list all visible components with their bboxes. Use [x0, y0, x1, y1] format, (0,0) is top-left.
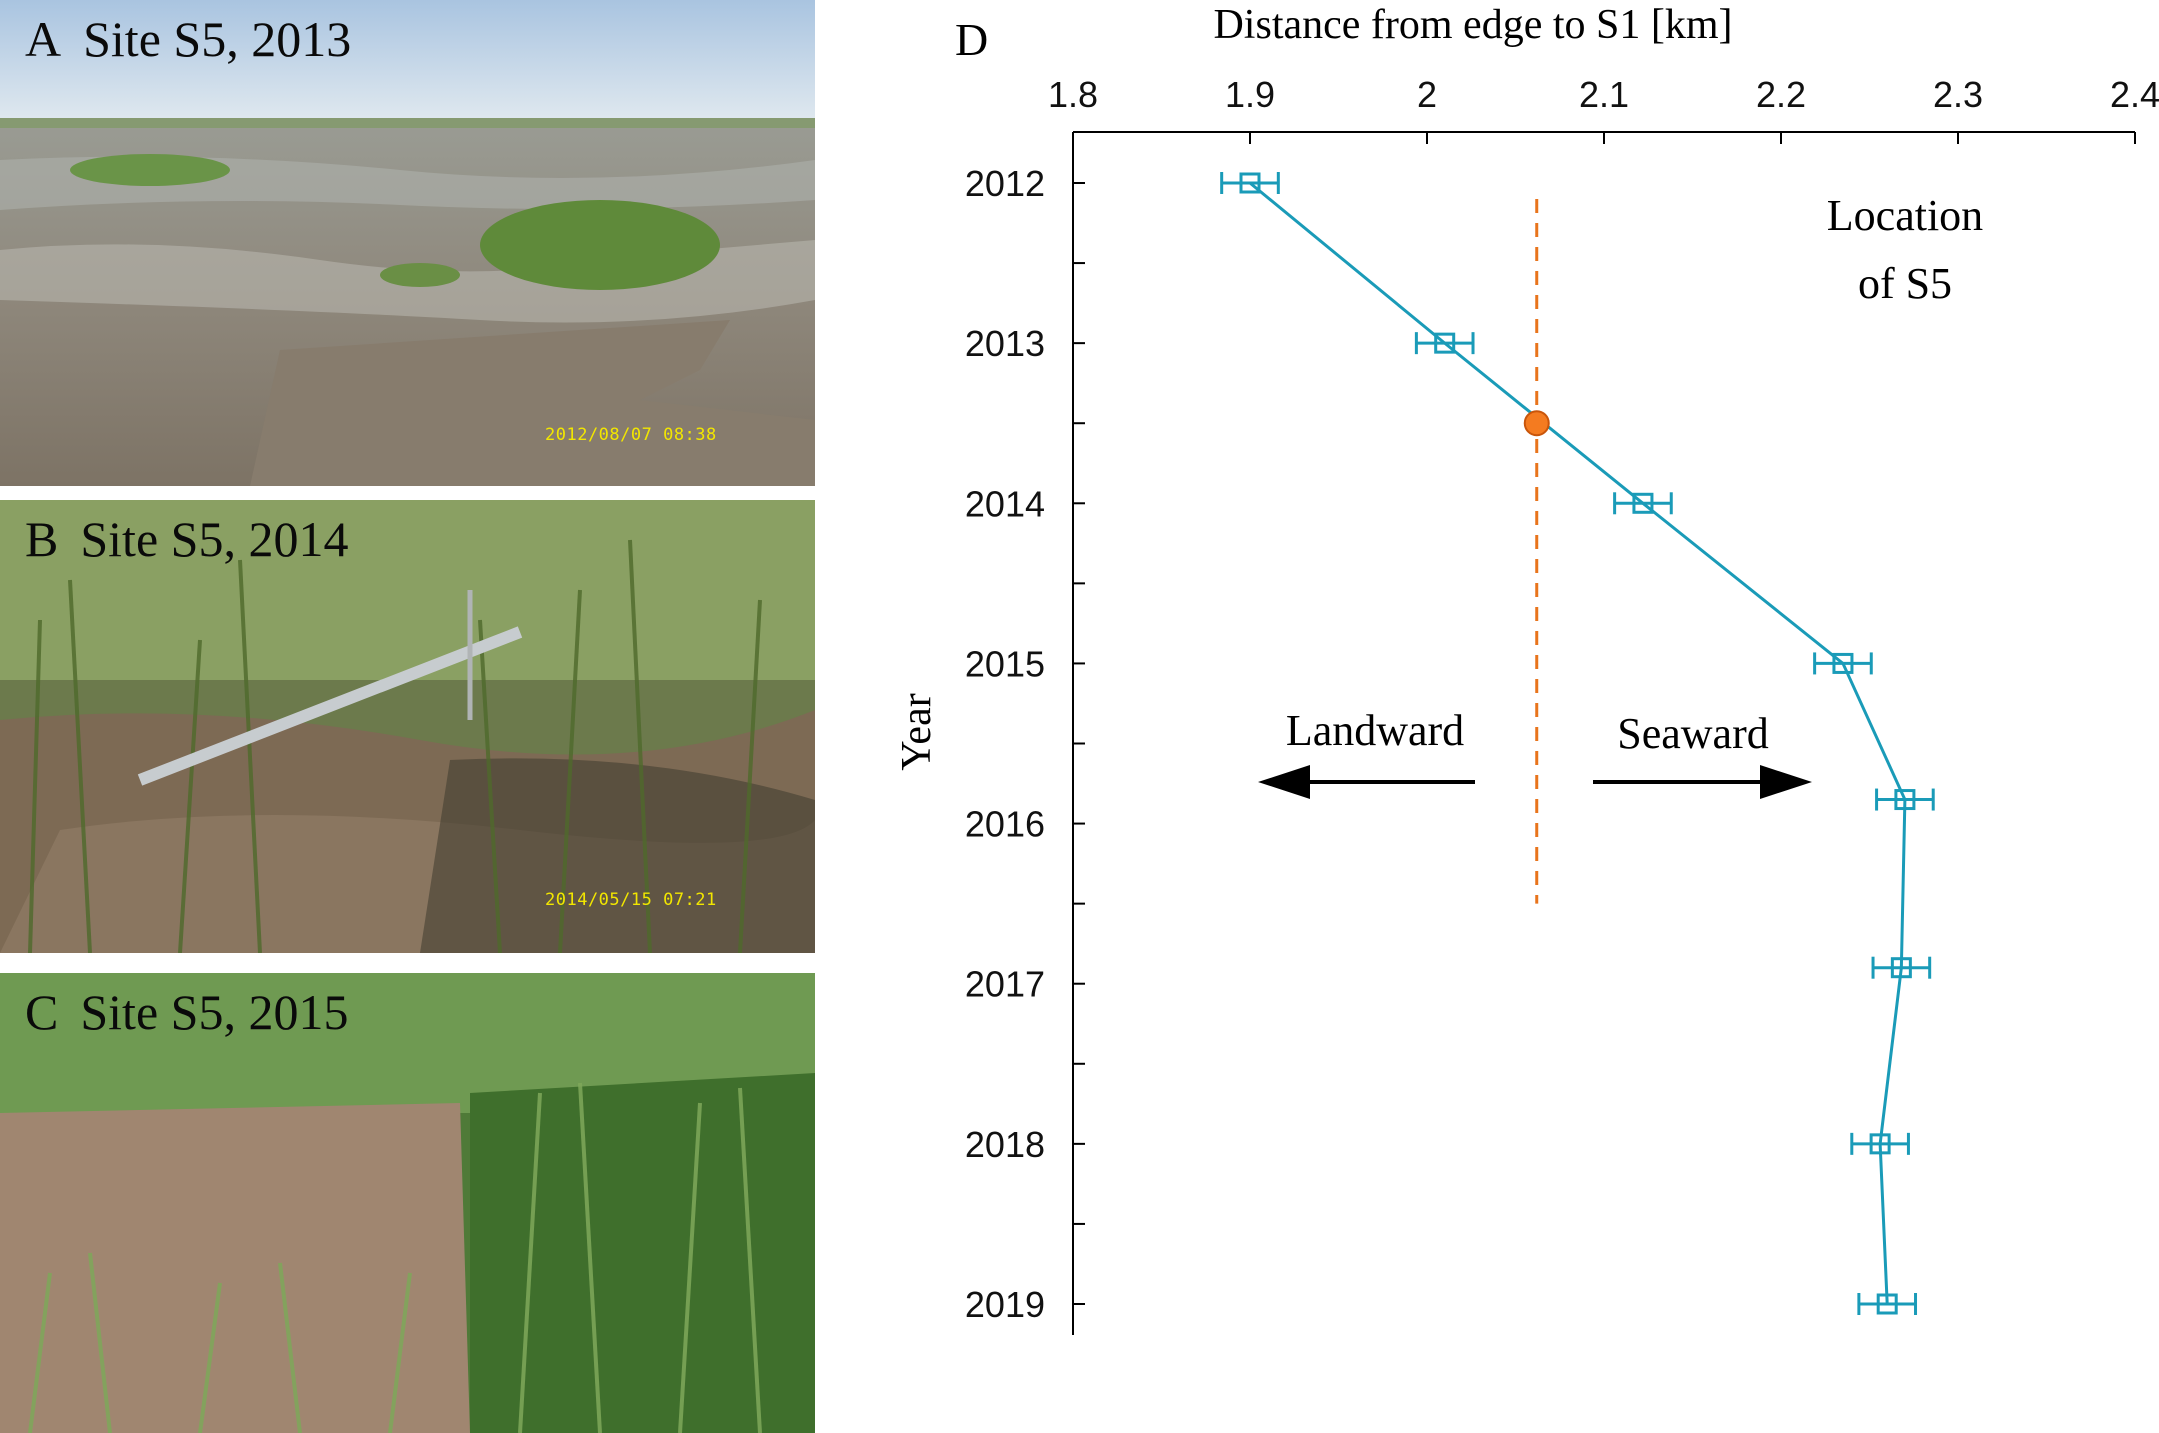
panel-b-label: B Site S5, 2014	[25, 510, 348, 568]
x-tick-label: 2.4	[2110, 74, 2159, 115]
panel-letter: C	[25, 984, 59, 1040]
y-tick-label: 2013	[965, 323, 1045, 364]
y-tick-label: 2017	[965, 964, 1045, 1005]
data-point	[1869, 1133, 1891, 1155]
panel-c-label: C Site S5, 2015	[25, 983, 348, 1041]
y-tick-label: 2012	[965, 163, 1045, 204]
y-tick-label: 2016	[965, 804, 1045, 845]
distance-chart: D Distance from edge to S1 [km] Year 1.8…	[894, 2, 2159, 1335]
panel-title: Site S5, 2014	[80, 511, 349, 567]
annotation-seaward: Seaward	[1617, 709, 1769, 758]
photo-panel-a: A Site S5, 2013 2012/08/07 08:38	[0, 0, 815, 486]
x-tick-label: 1.8	[1048, 74, 1098, 115]
photo-timestamp: 2014/05/15 07:21	[545, 890, 717, 910]
data-point	[1894, 789, 1916, 811]
series-line	[1249, 181, 1907, 1305]
mudflat-photo	[0, 0, 815, 486]
panel-letter: B	[25, 511, 59, 567]
annotation-location: Location	[1827, 191, 1983, 240]
panel-a-label: A Site S5, 2013	[25, 10, 351, 68]
panel-title: Site S5, 2013	[83, 11, 352, 67]
data-point	[1876, 1293, 1898, 1315]
annotation-landward: Landward	[1286, 706, 1464, 755]
data-point	[1832, 652, 1854, 674]
chart-series	[1220, 172, 1935, 1315]
x-tick-label: 2	[1417, 74, 1437, 115]
panel-letter: A	[25, 11, 62, 67]
y-tick-label: 2019	[965, 1284, 1045, 1325]
seaward-arrowhead	[1760, 765, 1812, 799]
photo-panel-b: B Site S5, 2014 2014/05/15 07:21	[0, 500, 815, 953]
x-axis-label: Distance from edge to S1 [km]	[1213, 2, 1732, 48]
landward-arrowhead	[1258, 765, 1310, 799]
data-point	[1434, 332, 1456, 354]
x-tick-label: 1.9	[1225, 74, 1275, 115]
marsh-photo	[0, 500, 815, 953]
panel-d-label: D	[955, 14, 988, 65]
data-point	[1890, 957, 1912, 979]
x-tick-label: 2.3	[1933, 74, 1983, 115]
x-tick-label: 2.2	[1756, 74, 1806, 115]
y-tick-label: 2015	[965, 643, 1045, 684]
x-tick-label: 2.1	[1579, 74, 1629, 115]
data-point	[1239, 172, 1261, 194]
y-axis-label: Year	[894, 693, 940, 770]
y-tick-label: 2018	[965, 1124, 1045, 1165]
marsh-photo	[0, 973, 815, 1433]
s5-crossing-marker	[1523, 410, 1550, 437]
y-tick-label: 2014	[965, 483, 1045, 524]
photo-timestamp: 2012/08/07 08:38	[545, 425, 717, 445]
photo-panel-c: C Site S5, 2015	[0, 973, 815, 1433]
chart-axes: 1.8 1.9 2 2.1 2.2 2.3 2.4 2012 2013 2014 2015 2016 2…	[965, 74, 2159, 1335]
annotation-location-2: of S5	[1858, 259, 1952, 308]
panel-title: Site S5, 2015	[80, 984, 349, 1040]
data-point	[1632, 492, 1654, 514]
